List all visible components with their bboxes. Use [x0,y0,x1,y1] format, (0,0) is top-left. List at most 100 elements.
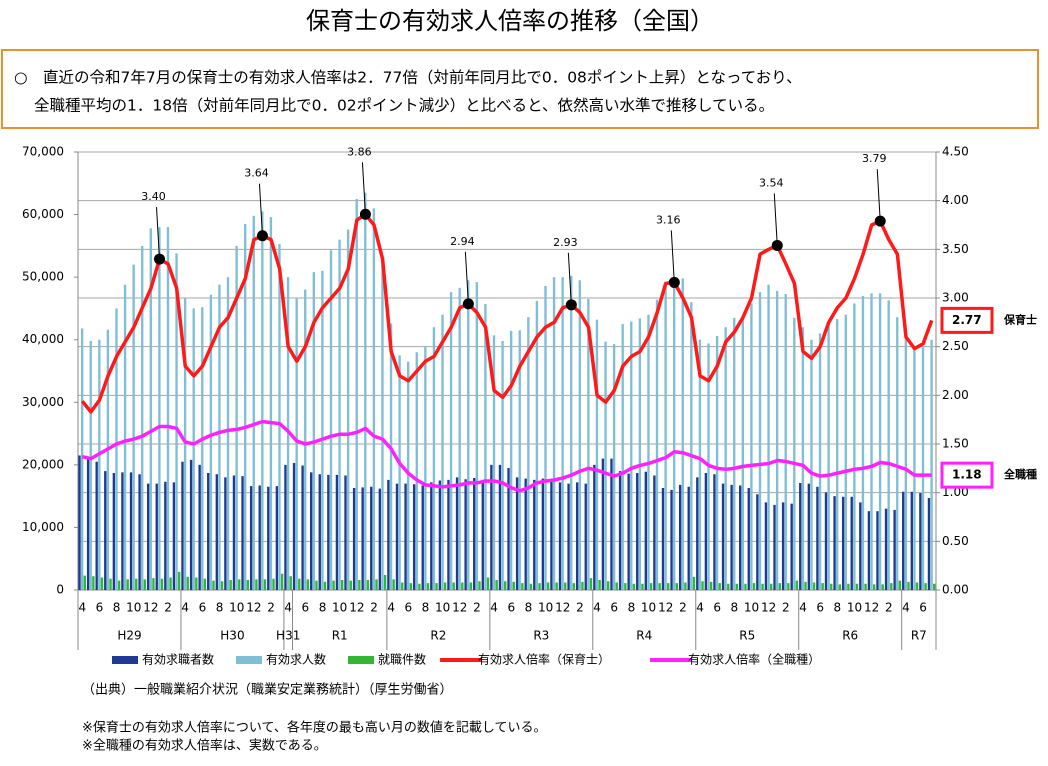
peak-marker [462,298,474,310]
bar [758,292,762,590]
x-tick-label: 8 [628,601,636,615]
bar [426,583,430,590]
bar [624,583,627,590]
legend-label: 有効求人倍率（全職種） [688,652,820,667]
bar [550,480,553,590]
bar [598,579,601,590]
bar [415,352,418,590]
y2-tick-label: 1.00 [942,485,969,499]
y-tick-label: 20,000 [22,457,64,471]
bar [378,488,382,590]
x-tick-label: 4 [387,601,395,615]
group-label: R4 [636,629,652,643]
group-label: R6 [842,629,858,643]
end-label: 全職種 [1004,467,1037,481]
bar [775,290,779,590]
group-label: R1 [332,629,348,643]
bar [155,483,158,590]
bar [421,485,424,590]
footnote: ※保育士の有効求人倍率について、各年度の最も高い月の数値を記載している。 [82,720,546,736]
x-tick-label: 6 [610,601,618,615]
bar [876,511,879,590]
bar [541,478,545,590]
bar [867,511,871,590]
x-tick-label: 12 [761,601,776,615]
bar [904,335,908,590]
bar [915,582,919,590]
bar [784,294,787,590]
bar [721,483,725,590]
group-label: R5 [739,629,755,643]
bar [220,581,224,590]
bar [467,280,470,590]
y-tick-label: 40,000 [22,332,64,346]
x-tick-label: 10 [641,601,656,615]
bar [890,583,893,590]
bar [267,486,270,590]
bar [807,483,811,590]
bar [461,582,464,590]
bar [584,483,587,590]
bar [512,581,515,590]
bar [544,285,547,590]
bar [687,486,690,590]
y2-tick-label: 4.00 [942,193,969,207]
bar [275,486,279,590]
bar [177,571,181,590]
bar [621,324,624,590]
bar [644,471,647,590]
peak-marker [668,276,680,288]
x-tick-label: 4 [593,601,601,615]
bar [724,327,727,590]
bar [838,584,842,590]
bar [501,340,504,590]
bar [473,477,476,590]
bar [143,579,147,590]
y-tick-label: 70,000 [22,145,64,159]
bar [535,300,539,590]
x-tick-label: 4 [490,601,498,615]
bar [366,579,370,590]
bar [610,458,613,590]
bar [847,583,850,590]
bar [117,580,121,590]
x-tick-label: 10 [229,601,244,615]
x-tick-label: 10 [435,601,450,615]
legend-label: 有効求人数 [266,652,326,667]
bar [123,284,127,590]
bar [160,578,164,590]
bar [255,579,258,590]
bar [778,583,781,590]
bar [135,578,138,590]
bar [246,579,249,590]
bar [498,464,502,590]
bar [126,579,129,590]
bar [435,583,438,590]
bar [387,479,390,590]
bar [898,580,902,590]
bar [269,217,273,590]
bar [209,294,213,590]
bar [730,484,733,590]
bar [298,578,301,590]
x-tick-label: 6 [96,601,104,615]
bar [795,580,799,590]
bar [98,339,101,590]
bar [790,503,793,590]
bar [692,576,696,590]
bar [218,284,221,590]
bar [389,323,393,590]
leader-line [361,162,366,215]
x-tick-label: 8 [113,601,121,615]
bar [641,583,644,590]
bar [773,504,776,590]
bar [636,472,639,590]
bar [836,319,839,590]
y-tick-label: 0 [56,583,64,597]
bar [441,314,444,590]
bar [924,583,927,590]
bar [212,580,215,590]
summary-line: 全職種平均の1．18倍（対前年同月比で0．02ポイント減少）と比べると、依然高い… [34,97,774,115]
bar [589,578,593,590]
